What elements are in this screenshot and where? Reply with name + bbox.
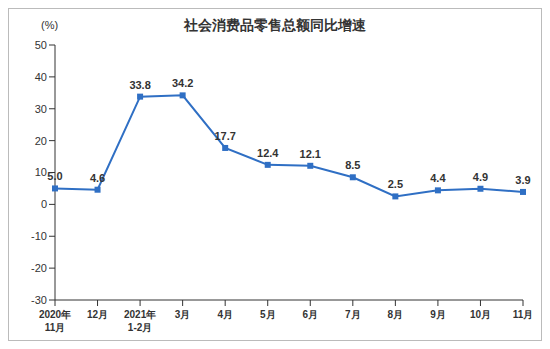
svg-text:5月: 5月 (260, 309, 276, 320)
svg-text:2020年: 2020年 (39, 309, 71, 320)
svg-text:30: 30 (35, 103, 47, 115)
svg-text:-20: -20 (31, 262, 47, 274)
svg-text:12.1: 12.1 (300, 148, 321, 160)
svg-text:4.9: 4.9 (473, 171, 488, 183)
svg-text:50: 50 (35, 39, 47, 51)
svg-text:17.7: 17.7 (214, 130, 235, 142)
svg-text:12.4: 12.4 (257, 147, 279, 159)
svg-text:11月: 11月 (45, 322, 66, 333)
svg-text:20: 20 (35, 135, 47, 147)
svg-text:-30: -30 (31, 294, 47, 306)
svg-text:2.5: 2.5 (388, 178, 403, 190)
svg-text:3月: 3月 (175, 309, 191, 320)
svg-text:5.0: 5.0 (47, 170, 62, 182)
svg-text:2021年: 2021年 (124, 309, 156, 320)
svg-text:34.2: 34.2 (172, 77, 193, 89)
svg-text:9月: 9月 (430, 309, 446, 320)
svg-text:4月: 4月 (217, 309, 233, 320)
svg-text:11月: 11月 (513, 309, 534, 320)
svg-text:33.8: 33.8 (129, 79, 150, 91)
svg-text:7月: 7月 (345, 309, 361, 320)
svg-text:8月: 8月 (388, 309, 404, 320)
svg-text:10月: 10月 (470, 309, 491, 320)
svg-text:-10: -10 (31, 230, 47, 242)
svg-text:12月: 12月 (87, 309, 108, 320)
svg-text:40: 40 (35, 71, 47, 83)
svg-text:1-2月: 1-2月 (128, 322, 152, 333)
html-text:社会消费品零售总额同比增速: 社会消费品零售总额同比增速 (184, 17, 366, 33)
svg-text:3.9: 3.9 (515, 174, 530, 186)
svg-text:8.5: 8.5 (345, 159, 360, 171)
svg-text:0: 0 (41, 198, 47, 210)
svg-text:4.6: 4.6 (90, 172, 105, 184)
svg-text:6月: 6月 (302, 309, 318, 320)
svg-text:4.4: 4.4 (430, 172, 446, 184)
svg-text:10: 10 (35, 166, 47, 178)
